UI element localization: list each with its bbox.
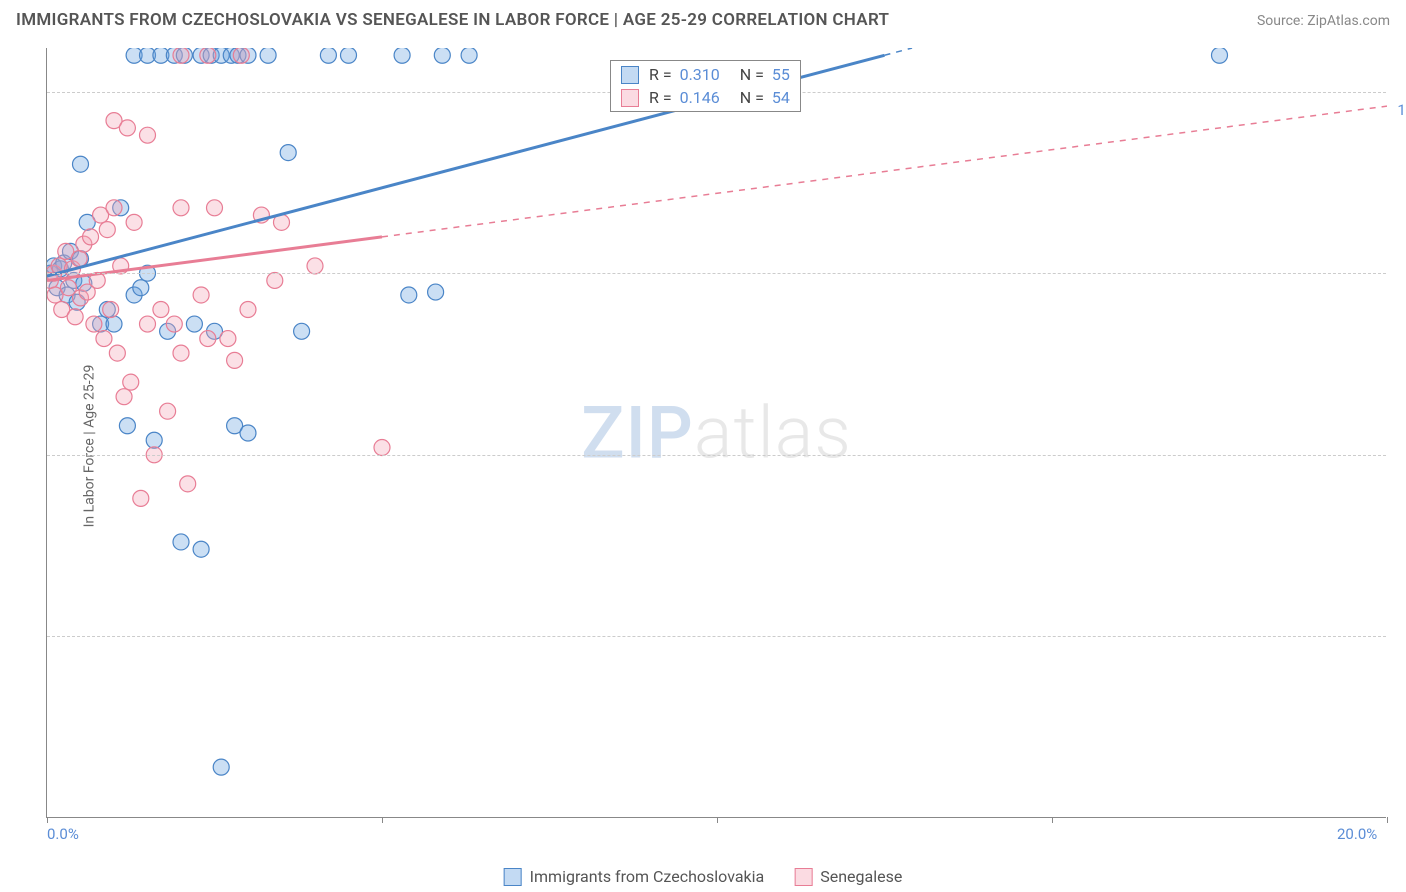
r-label-1: R = 0.146 — [649, 88, 720, 107]
source-label: Source: ZipAtlas.com — [1257, 13, 1390, 29]
stat-row-series-0: R = 0.310 N = 55 — [611, 63, 800, 86]
n-label-1: N = 54 — [740, 88, 790, 107]
x-tick-label: 0.0% — [47, 825, 79, 843]
legend-item-1: Senegalese — [794, 867, 902, 886]
r-label-0: R = 0.310 — [649, 65, 720, 84]
stat-legend: R = 0.310 N = 55 R = 0.146 N = 54 — [610, 60, 801, 112]
legend-label-1: Senegalese — [820, 867, 902, 886]
chart-title: IMMIGRANTS FROM CZECHOSLOVAKIA VS SENEGA… — [16, 10, 889, 30]
bottom-legend: Immigrants from Czechoslovakia Senegales… — [504, 867, 903, 886]
scatter-svg — [47, 48, 1387, 818]
swatch-series-1-bottom — [794, 868, 812, 886]
stat-row-series-1: R = 0.146 N = 54 — [611, 86, 800, 109]
swatch-series-0 — [621, 66, 639, 84]
y-tick-label: 100.0% — [1397, 101, 1406, 119]
title-bar: IMMIGRANTS FROM CZECHOSLOVAKIA VS SENEGA… — [16, 10, 1390, 30]
x-tick-label: 20.0% — [1337, 825, 1377, 843]
swatch-series-0-bottom — [504, 868, 522, 886]
legend-item-0: Immigrants from Czechoslovakia — [504, 867, 765, 886]
swatch-series-1 — [621, 89, 639, 107]
n-label-0: N = 55 — [740, 65, 790, 84]
plot-area: ZIPatlas 62.5%75.0%87.5%100.0%0.0%20.0% — [46, 48, 1386, 818]
legend-label-0: Immigrants from Czechoslovakia — [530, 867, 765, 886]
